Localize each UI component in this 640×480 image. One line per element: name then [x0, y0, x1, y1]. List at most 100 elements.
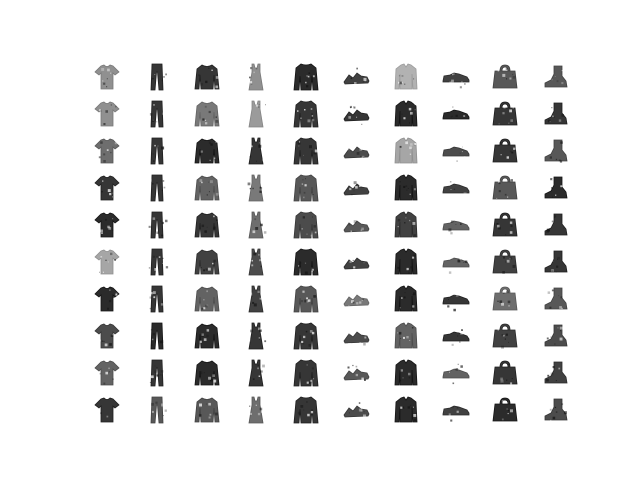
noise-speck [151, 410, 154, 413]
noise-speck [304, 299, 308, 302]
bag-shape [492, 249, 518, 273]
sample-trousers-r10-c2 [142, 395, 172, 425]
sample-pullover-r2-c3 [192, 99, 222, 129]
shirt-shape [394, 396, 418, 422]
noise-speck [160, 302, 163, 306]
noise-speck [551, 259, 554, 262]
sandal-silhouette-icon [343, 293, 370, 306]
noise-speck [510, 150, 512, 152]
noise-speck [159, 340, 162, 343]
sandal-silhouette-icon [343, 401, 370, 421]
pullover-silhouette-icon [194, 323, 219, 348]
noise-speck [305, 330, 308, 332]
noise-speck [200, 150, 203, 153]
noise-speck [255, 226, 259, 230]
noise-speck [507, 196, 509, 198]
noise-speck [262, 158, 266, 161]
noise-speck [402, 185, 405, 188]
noise-speck [209, 142, 213, 146]
noise-speck [198, 413, 201, 417]
noise-speck [414, 364, 417, 366]
noise-speck [348, 254, 351, 256]
noise-speck [108, 192, 112, 195]
noise-speck [505, 338, 507, 340]
noise-speck [561, 307, 563, 309]
sandal-shape [343, 71, 370, 84]
noise-speck [200, 333, 204, 337]
noise-speck [411, 256, 414, 259]
noise-speck [109, 342, 112, 346]
sneaker-silhouette-icon [442, 72, 469, 88]
noise-speck [348, 412, 350, 413]
noise-speck [501, 302, 505, 306]
noise-speck [448, 412, 451, 415]
noise-speck [148, 266, 150, 269]
ankle-boot-shape [544, 176, 568, 198]
sample-trousers-r1-c2 [142, 62, 172, 92]
noise-speck [348, 223, 350, 225]
noise-speck [350, 230, 352, 232]
sample-trousers-r7-c2 [142, 284, 172, 314]
noise-speck [347, 342, 351, 346]
noise-speck [259, 258, 262, 261]
sample-dress-r6-c4 [241, 247, 271, 277]
sample-bag-r2-c9 [490, 99, 520, 129]
noise-speck [104, 218, 107, 221]
sample-sneaker-r4-c8 [441, 173, 471, 203]
noise-speck [407, 405, 410, 409]
shirt-shape [394, 285, 418, 311]
noise-speck [106, 307, 109, 310]
noise-speck [258, 144, 262, 148]
sample-sneaker-r5-c8 [441, 210, 471, 240]
noise-speck [412, 221, 415, 225]
noise-speck [406, 189, 408, 191]
shirt-shape [394, 100, 418, 126]
ankle-boot-silhouette-icon [544, 361, 568, 383]
sample-trousers-r2-c2 [142, 99, 172, 129]
noise-speck [354, 68, 358, 71]
coat-silhouette-icon [293, 63, 319, 90]
noise-speck [411, 326, 414, 328]
noise-speck [159, 373, 162, 376]
noise-speck [559, 159, 563, 163]
noise-speck [103, 159, 106, 162]
noise-speck [500, 377, 504, 380]
noise-speck [303, 154, 304, 156]
noise-speck [199, 178, 202, 182]
coat-silhouette-icon [293, 359, 319, 386]
noise-speck [249, 405, 251, 407]
trousers-shape [150, 396, 164, 423]
sample-trousers-r6-c2 [142, 247, 172, 277]
sample-t-shirt-r4-c1 [92, 173, 122, 203]
noise-speck [510, 230, 513, 234]
noise-speck [559, 305, 562, 309]
noise-speck [555, 410, 558, 413]
noise-speck [153, 144, 156, 146]
noise-speck [257, 364, 260, 366]
sample-pullover-r5-c3 [192, 210, 222, 240]
noise-speck [355, 365, 358, 367]
noise-speck [301, 182, 304, 185]
noise-speck [463, 293, 467, 297]
noise-speck [505, 260, 508, 263]
noise-speck [362, 80, 364, 82]
trousers-silhouette-icon [148, 248, 168, 275]
noise-speck [507, 412, 509, 414]
noise-speck [149, 112, 153, 116]
sample-ankle-boot-r8-c10 [540, 321, 570, 351]
noise-speck [259, 103, 260, 105]
sandal-silhouette-icon [343, 67, 370, 84]
noise-speck [308, 381, 311, 384]
noise-speck [448, 270, 451, 274]
sample-shirt-r7-c7 [391, 284, 421, 314]
noise-speck [310, 410, 314, 413]
noise-speck [498, 181, 501, 184]
shirt-silhouette-icon [394, 100, 418, 126]
noise-speck [403, 83, 405, 85]
noise-speck [397, 81, 400, 84]
noise-speck [115, 418, 119, 422]
noise-speck [347, 366, 350, 368]
noise-speck [301, 227, 304, 230]
noise-speck [505, 193, 507, 196]
noise-speck [313, 151, 317, 154]
